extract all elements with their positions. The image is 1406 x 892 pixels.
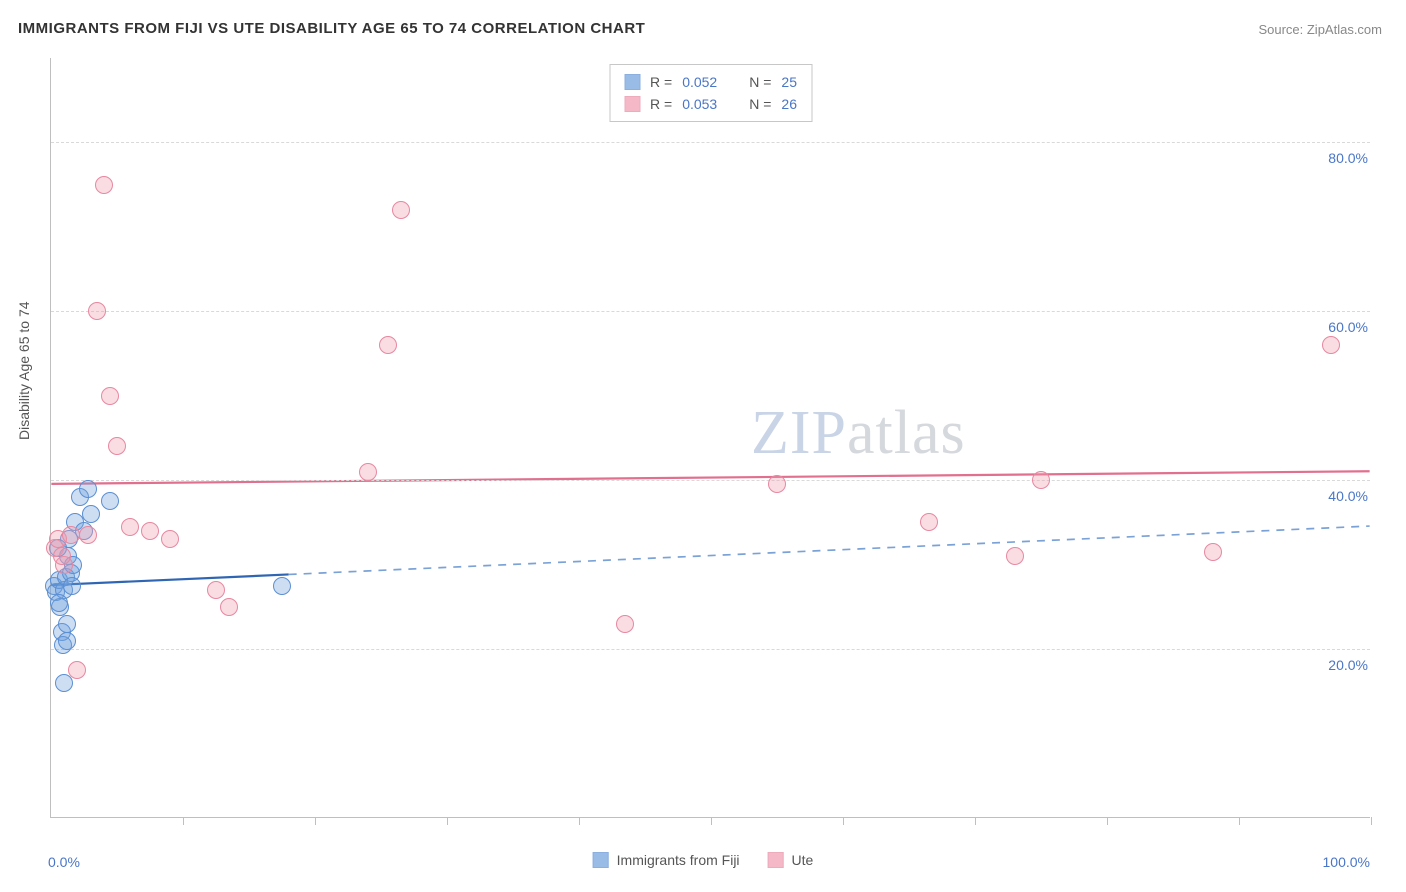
x-tick xyxy=(579,817,580,825)
legend-series-label-0: Immigrants from Fiji xyxy=(617,852,740,868)
gridline-h xyxy=(51,480,1370,481)
regression-lines xyxy=(51,58,1370,817)
legend-stats-row-0: R = 0.052 N = 25 xyxy=(624,71,797,93)
legend-R-label: R = xyxy=(650,93,672,115)
data-point xyxy=(392,201,410,219)
data-point xyxy=(68,661,86,679)
legend-N-value-1: 26 xyxy=(781,93,797,115)
watermark: ZIPatlas xyxy=(751,398,966,469)
data-point xyxy=(101,387,119,405)
data-point xyxy=(273,577,291,595)
legend-series: Immigrants from Fiji Ute xyxy=(593,852,814,868)
watermark-zip: ZIP xyxy=(751,399,847,467)
data-point xyxy=(63,577,81,595)
gridline-h xyxy=(51,142,1370,143)
source-name: ZipAtlas.com xyxy=(1307,22,1382,37)
data-point xyxy=(88,302,106,320)
gridline-h xyxy=(51,311,1370,312)
legend-stats: R = 0.052 N = 25 R = 0.053 N = 26 xyxy=(609,64,812,122)
x-tick xyxy=(1371,817,1372,825)
x-axis-label-left: 0.0% xyxy=(48,854,80,870)
source-label: Source: ZipAtlas.com xyxy=(1258,22,1382,37)
source-prefix: Source: xyxy=(1258,22,1306,37)
legend-N-label: N = xyxy=(749,71,771,93)
x-tick xyxy=(447,817,448,825)
legend-swatch-1 xyxy=(624,96,640,112)
legend-stats-row-1: R = 0.053 N = 26 xyxy=(624,93,797,115)
x-tick xyxy=(315,817,316,825)
y-tick-label: 40.0% xyxy=(1324,488,1372,504)
chart-title: IMMIGRANTS FROM FIJI VS UTE DISABILITY A… xyxy=(18,20,645,37)
legend-swatch-bottom-0 xyxy=(593,852,609,868)
x-tick xyxy=(183,817,184,825)
data-point xyxy=(1032,471,1050,489)
x-tick xyxy=(1107,817,1108,825)
data-point xyxy=(220,598,238,616)
legend-N-label: N = xyxy=(749,93,771,115)
data-point xyxy=(161,530,179,548)
x-tick xyxy=(843,817,844,825)
x-axis-label-right: 100.0% xyxy=(1323,854,1370,870)
x-tick xyxy=(1239,817,1240,825)
data-point xyxy=(920,513,938,531)
data-point xyxy=(53,547,71,565)
legend-R-value-1: 0.053 xyxy=(682,93,717,115)
legend-R-value-0: 0.052 xyxy=(682,71,717,93)
legend-swatch-0 xyxy=(624,74,640,90)
y-tick-label: 80.0% xyxy=(1324,150,1372,166)
y-tick-label: 60.0% xyxy=(1324,319,1372,335)
y-tick-label: 20.0% xyxy=(1324,657,1372,673)
watermark-atlas: atlas xyxy=(847,399,966,467)
data-point xyxy=(141,522,159,540)
data-point xyxy=(79,480,97,498)
data-point xyxy=(768,475,786,493)
data-point xyxy=(79,526,97,544)
data-point xyxy=(58,615,76,633)
chart-plot-area: ZIPatlas R = 0.052 N = 25 R = 0.053 N = … xyxy=(50,58,1370,818)
data-point xyxy=(379,336,397,354)
legend-series-item-1: Ute xyxy=(768,852,814,868)
data-point xyxy=(58,632,76,650)
legend-series-label-1: Ute xyxy=(792,852,814,868)
legend-N-value-0: 25 xyxy=(781,71,797,93)
data-point xyxy=(121,518,139,536)
data-point xyxy=(616,615,634,633)
x-tick xyxy=(975,817,976,825)
data-point xyxy=(1322,336,1340,354)
data-point xyxy=(62,526,80,544)
data-point xyxy=(207,581,225,599)
gridline-h xyxy=(51,649,1370,650)
legend-series-item-0: Immigrants from Fiji xyxy=(593,852,740,868)
data-point xyxy=(50,594,68,612)
data-point xyxy=(1204,543,1222,561)
y-axis-label: Disability Age 65 to 74 xyxy=(16,301,32,440)
data-point xyxy=(95,176,113,194)
data-point xyxy=(101,492,119,510)
x-tick xyxy=(711,817,712,825)
data-point xyxy=(108,437,126,455)
legend-swatch-bottom-1 xyxy=(768,852,784,868)
data-point xyxy=(1006,547,1024,565)
data-point xyxy=(82,505,100,523)
legend-R-label: R = xyxy=(650,71,672,93)
data-point xyxy=(359,463,377,481)
